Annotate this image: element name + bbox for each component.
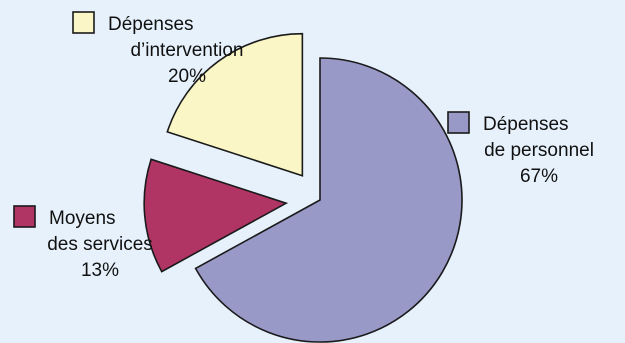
slice-category-label: des services [47,234,153,255]
slice-percent-label: 67% [520,166,558,187]
pie-slice [143,158,289,273]
slice-percent-label: 13% [81,260,119,281]
pie-slice [194,57,463,343]
pie-slice [166,32,304,177]
slice-percent-label: 20% [168,66,206,87]
slice-category-label: Dépenses [483,114,569,135]
slice-category-label: Dépenses [108,14,194,35]
slice-category-label: d’intervention [130,40,243,61]
legend-swatch [447,111,470,134]
legend-swatch [13,205,36,228]
slice-category-label: Moyens [49,208,116,229]
legend-swatch [72,11,95,34]
slice-category-label: de personnel [484,140,594,161]
